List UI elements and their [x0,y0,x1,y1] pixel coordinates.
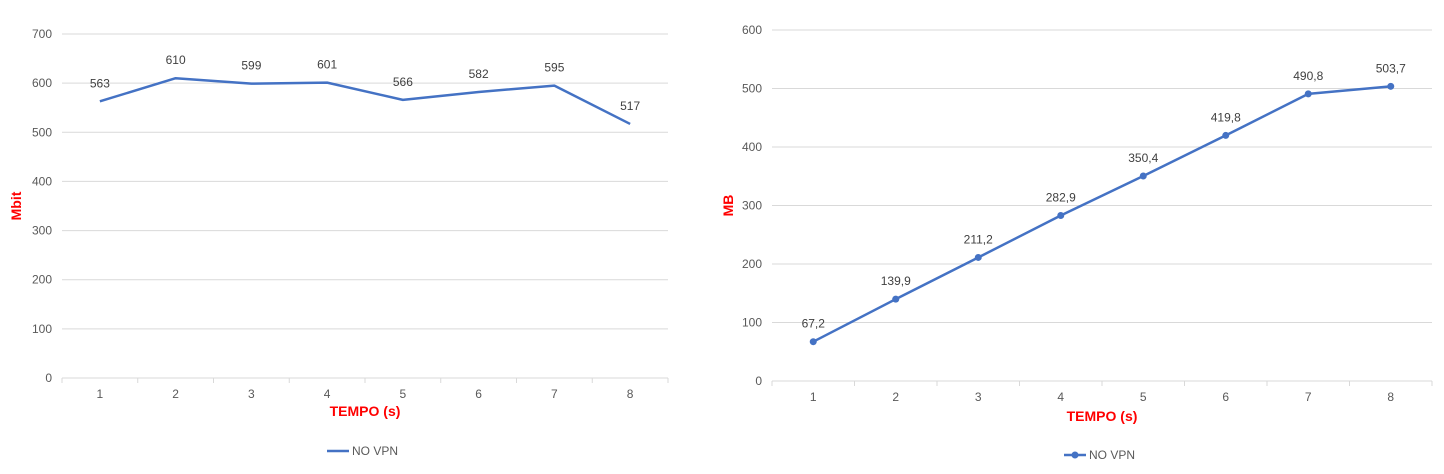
x-axis-title: TEMPO (s) [330,403,401,419]
x-tick-label: 5 [400,387,407,401]
x-tick-label: 4 [324,387,331,401]
x-tick-label: 1 [97,387,104,401]
y-tick-label: 300 [32,224,52,238]
x-axis-title: TEMPO (s) [1067,408,1138,424]
y-tick-label: 500 [742,82,762,96]
data-point [1222,131,1230,139]
y-tick-label: 400 [742,140,762,154]
x-tick-label: 6 [1222,390,1229,404]
data-label: 490,8 [1293,69,1323,83]
y-tick-label: 300 [742,199,762,213]
x-tick-label: 6 [475,387,482,401]
data-point [1304,90,1312,98]
data-point [974,253,982,261]
x-tick-label: 7 [1305,390,1312,404]
data-label: 503,7 [1376,61,1406,75]
legend-label: NO VPN [352,444,398,458]
y-tick-label: 0 [755,374,762,388]
x-tick-label: 2 [892,390,899,404]
data-label: 139,9 [881,274,911,288]
legend-label: NO VPN [1089,448,1135,462]
data-point [892,295,900,303]
y-tick-label: 200 [742,257,762,271]
data-label: 595 [544,61,564,75]
y-tick-label: 100 [32,322,52,336]
data-point [1139,172,1147,180]
series-line [812,85,1391,343]
legend: NO VPN [327,444,398,458]
data-point [1057,212,1065,220]
x-tick-label: 8 [627,387,634,401]
data-label: 599 [241,59,261,73]
x-tick-label: 7 [551,387,558,401]
data-label: 211,2 [964,232,993,246]
x-tick-label: 2 [172,387,179,401]
x-tick-label: 3 [975,390,982,404]
y-tick-label: 0 [45,371,52,385]
data-label: 350,4 [1128,151,1158,165]
y-tick-label: 600 [32,76,52,90]
data-point [809,338,817,346]
data-label: 419,8 [1211,110,1241,124]
data-label: 517 [620,99,640,113]
data-label: 282,9 [1046,191,1076,205]
data-label: 601 [317,58,337,72]
data-label: 67,2 [802,317,826,331]
y-tick-label: 400 [32,174,52,188]
x-tick-label: 1 [810,390,817,404]
chart-2: 0 100 200 300 400 500 600 1 2 3 4 5 6 7 8 TEMPO (s) MB 67… [720,23,1433,462]
x-tick-label: 8 [1387,390,1394,404]
y-axis-title: MB [720,195,736,217]
data-label: 582 [469,67,489,81]
y-tick-label: 700 [32,27,52,41]
x-tick-label: 3 [248,387,255,401]
chart-1: 0 100 200 300 400 500 600 700 1 2 3 4 5 6 7 8 TEMPO (s) M… [8,27,669,458]
series-line [99,76,631,126]
y-tick-label: 100 [742,316,762,330]
data-label: 610 [166,53,186,67]
legend-marker [1071,451,1079,459]
data-label: 566 [393,75,413,89]
x-tick-label: 5 [1140,390,1147,404]
x-tick-label: 4 [1057,390,1064,404]
y-tick-label: 600 [742,23,762,37]
y-axis-title: Mbit [8,191,24,220]
legend: NO VPN [1064,448,1135,462]
y-tick-label: 500 [32,125,52,139]
data-label: 563 [90,76,110,90]
y-tick-label: 200 [32,273,52,287]
data-point [1387,82,1395,90]
